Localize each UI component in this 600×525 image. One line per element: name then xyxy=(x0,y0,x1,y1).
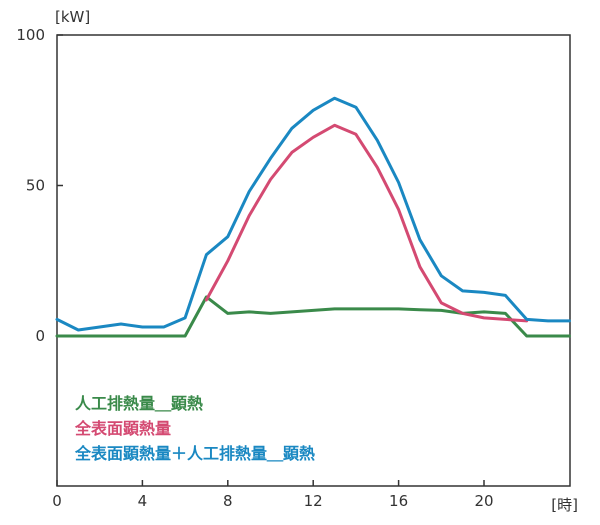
legend-entry: 全表面顕熱量＋人工排熱量＿顕熱 xyxy=(74,444,315,463)
legend-entry: 全表面顕熱量 xyxy=(74,419,171,438)
x-tick-label: 8 xyxy=(223,492,233,510)
x-tick-label: 0 xyxy=(52,492,62,510)
x-tick-label: 16 xyxy=(389,492,408,510)
y-axis-label: [kW] xyxy=(55,8,90,26)
x-tick-label: 4 xyxy=(138,492,148,510)
x-tick-label: 20 xyxy=(474,492,493,510)
series-group xyxy=(55,96,571,338)
y-tick-label: 0 xyxy=(35,327,45,345)
series-line-0 xyxy=(55,295,571,338)
x-axis-label: [時] xyxy=(551,496,578,514)
x-tick-label: 12 xyxy=(304,492,323,510)
y-tick-label: 100 xyxy=(16,26,45,44)
y-tick-label: 50 xyxy=(26,177,45,195)
series-line-2 xyxy=(55,96,571,332)
series-line-1 xyxy=(204,123,529,323)
axis-ticks: 0 50 100 0 4 8 12 16 20 xyxy=(16,26,493,510)
legend-entry: 人工排熱量＿顕熱 xyxy=(75,394,203,413)
